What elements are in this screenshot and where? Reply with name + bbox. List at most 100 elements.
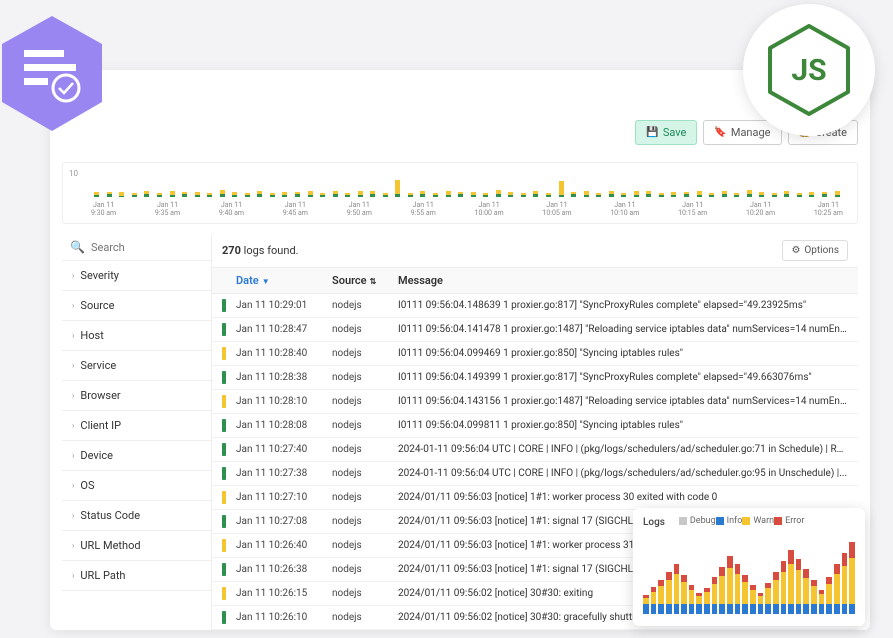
row-source: nodejs — [332, 372, 398, 383]
filter-sidebar: 🔍 ›Severity›Source›Host›Service›Browser›… — [62, 234, 212, 630]
filter-os[interactable]: ›OS — [62, 471, 211, 501]
mini-bar — [712, 577, 718, 614]
filter-service[interactable]: ›Service — [62, 351, 211, 381]
row-date: Jan 11 10:28:10 — [236, 396, 332, 407]
save-button[interactable]: 💾 Save — [635, 120, 697, 145]
severity-indicator — [222, 539, 226, 552]
timeline-tick: Jan 1110:10 am — [610, 201, 639, 218]
row-message: I0111 09:56:04.143156 1 proxier.go:1487]… — [398, 396, 848, 407]
col-source[interactable]: Source⇅ — [332, 274, 398, 287]
chevron-right-icon: › — [72, 421, 74, 430]
mini-bar — [696, 593, 702, 614]
table-header: Date▼ Source⇅ Message — [212, 268, 858, 294]
table-row[interactable]: Jan 11 10:27:38nodejs2024-01-11 09:56:04… — [212, 462, 858, 486]
row-message: 2024-01-11 09:56:04 UTC | CORE | INFO | … — [398, 444, 848, 455]
mini-bar — [834, 564, 840, 614]
mini-bar — [651, 587, 657, 614]
filter-severity[interactable]: ›Severity — [62, 261, 211, 291]
legend-debug: Debug — [679, 516, 716, 526]
timeline-tick: Jan 1110:00 am — [475, 201, 504, 218]
row-date: Jan 11 10:26:15 — [236, 588, 332, 599]
search-box[interactable]: 🔍 — [62, 234, 211, 261]
filter-client-ip[interactable]: ›Client IP — [62, 411, 211, 441]
chevron-right-icon: › — [72, 301, 74, 310]
mini-bar — [750, 585, 756, 614]
row-date: Jan 11 10:26:40 — [236, 540, 332, 551]
mini-chart-header: Logs DebugInfoWarnError — [643, 516, 855, 528]
col-date[interactable]: Date▼ — [236, 274, 332, 287]
filter-source[interactable]: ›Source — [62, 291, 211, 321]
row-date: Jan 11 10:26:38 — [236, 564, 332, 575]
row-date: Jan 11 10:27:40 — [236, 444, 332, 455]
table-row[interactable]: Jan 11 10:28:47nodejsI0111 09:56:04.1414… — [212, 318, 858, 342]
row-source: nodejs — [332, 468, 398, 479]
gear-icon: ⚙ — [791, 245, 800, 256]
search-input[interactable] — [91, 241, 191, 254]
row-message: I0111 09:56:04.141478 1 proxier.go:1487]… — [398, 324, 848, 335]
chevron-right-icon: › — [72, 391, 74, 400]
severity-indicator — [222, 395, 226, 408]
row-date: Jan 11 10:28:38 — [236, 372, 332, 383]
table-row[interactable]: Jan 11 10:27:10nodejs2024/01/11 09:56:03… — [212, 486, 858, 510]
row-source: nodejs — [332, 492, 398, 503]
row-date: Jan 11 10:27:08 — [236, 516, 332, 527]
save-label: Save — [663, 126, 687, 139]
mini-logs-chart: Logs DebugInfoWarnError — [633, 508, 865, 626]
mini-bar — [849, 542, 855, 614]
filter-url-method[interactable]: ›URL Method — [62, 531, 211, 561]
timeline-tick: Jan 1110:05 am — [542, 201, 571, 218]
table-row[interactable]: Jan 11 10:28:08nodejsI0111 09:56:04.0998… — [212, 414, 858, 438]
row-message: I0111 09:56:04.099469 1 proxier.go:850] … — [398, 348, 848, 359]
timeline-chart[interactable]: 10 Jan 119:30 amJan 119:35 amJan 119:40 … — [62, 162, 858, 224]
filter-device[interactable]: ›Device — [62, 441, 211, 471]
options-button[interactable]: ⚙Options — [782, 240, 848, 261]
filter-url-path[interactable]: ›URL Path — [62, 561, 211, 591]
mini-bar — [773, 572, 779, 614]
table-row[interactable]: Jan 11 10:28:38nodejsI0111 09:56:04.1493… — [212, 366, 858, 390]
row-message: 2024-01-11 09:56:04 UTC | CORE | INFO | … — [398, 468, 848, 479]
logs-header: 270 logs found. ⚙Options — [212, 234, 858, 268]
row-source: nodejs — [332, 420, 398, 431]
timeline-tick: Jan 1110:25 am — [814, 201, 843, 218]
timeline-tick: Jan 119:40 am — [219, 201, 244, 218]
row-date: Jan 11 10:27:38 — [236, 468, 332, 479]
table-row[interactable]: Jan 11 10:28:40nodejsI0111 09:56:04.0994… — [212, 342, 858, 366]
legend-warn: Warn — [742, 516, 774, 526]
mini-bar — [742, 575, 748, 614]
nodejs-badge: JS — [743, 4, 875, 136]
save-icon: 💾 — [646, 127, 658, 138]
timeline-tick: Jan 119:50 am — [347, 201, 372, 218]
severity-indicator — [222, 611, 226, 624]
chevron-right-icon: › — [72, 331, 74, 340]
chevron-right-icon: › — [72, 481, 74, 490]
severity-indicator — [222, 443, 226, 456]
mini-chart-title: Logs — [643, 517, 665, 528]
mini-bar — [689, 585, 695, 614]
sort-icon: ⇅ — [370, 277, 377, 286]
mini-bar — [826, 577, 832, 614]
table-row[interactable]: Jan 11 10:27:40nodejs2024-01-11 09:56:04… — [212, 438, 858, 462]
table-row[interactable]: Jan 11 10:29:01nodejsI0111 09:56:04.1486… — [212, 294, 858, 318]
timeline-ylabel: 10 — [69, 169, 78, 178]
mini-bar — [666, 572, 672, 614]
row-date: Jan 11 10:28:47 — [236, 324, 332, 335]
mini-bar — [842, 553, 848, 614]
filter-browser[interactable]: ›Browser — [62, 381, 211, 411]
severity-indicator — [222, 587, 226, 600]
mini-bar — [643, 595, 649, 614]
row-message: I0111 09:56:04.149399 1 proxier.go:817] … — [398, 372, 848, 383]
bookmark-icon: 🔖 — [714, 127, 726, 138]
row-date: Jan 11 10:26:10 — [236, 612, 332, 623]
manage-label: Manage — [731, 126, 771, 139]
row-source: nodejs — [332, 324, 398, 335]
table-row[interactable]: Jan 11 10:28:10nodejsI0111 09:56:04.1431… — [212, 390, 858, 414]
severity-indicator — [222, 371, 226, 384]
row-source: nodejs — [332, 300, 398, 311]
mini-bar — [811, 580, 817, 614]
timeline-tick: Jan 119:35 am — [155, 201, 180, 218]
row-source: nodejs — [332, 444, 398, 455]
row-source: nodejs — [332, 588, 398, 599]
logs-count: 270 logs found. — [222, 244, 299, 257]
filter-status-code[interactable]: ›Status Code — [62, 501, 211, 531]
filter-host[interactable]: ›Host — [62, 321, 211, 351]
